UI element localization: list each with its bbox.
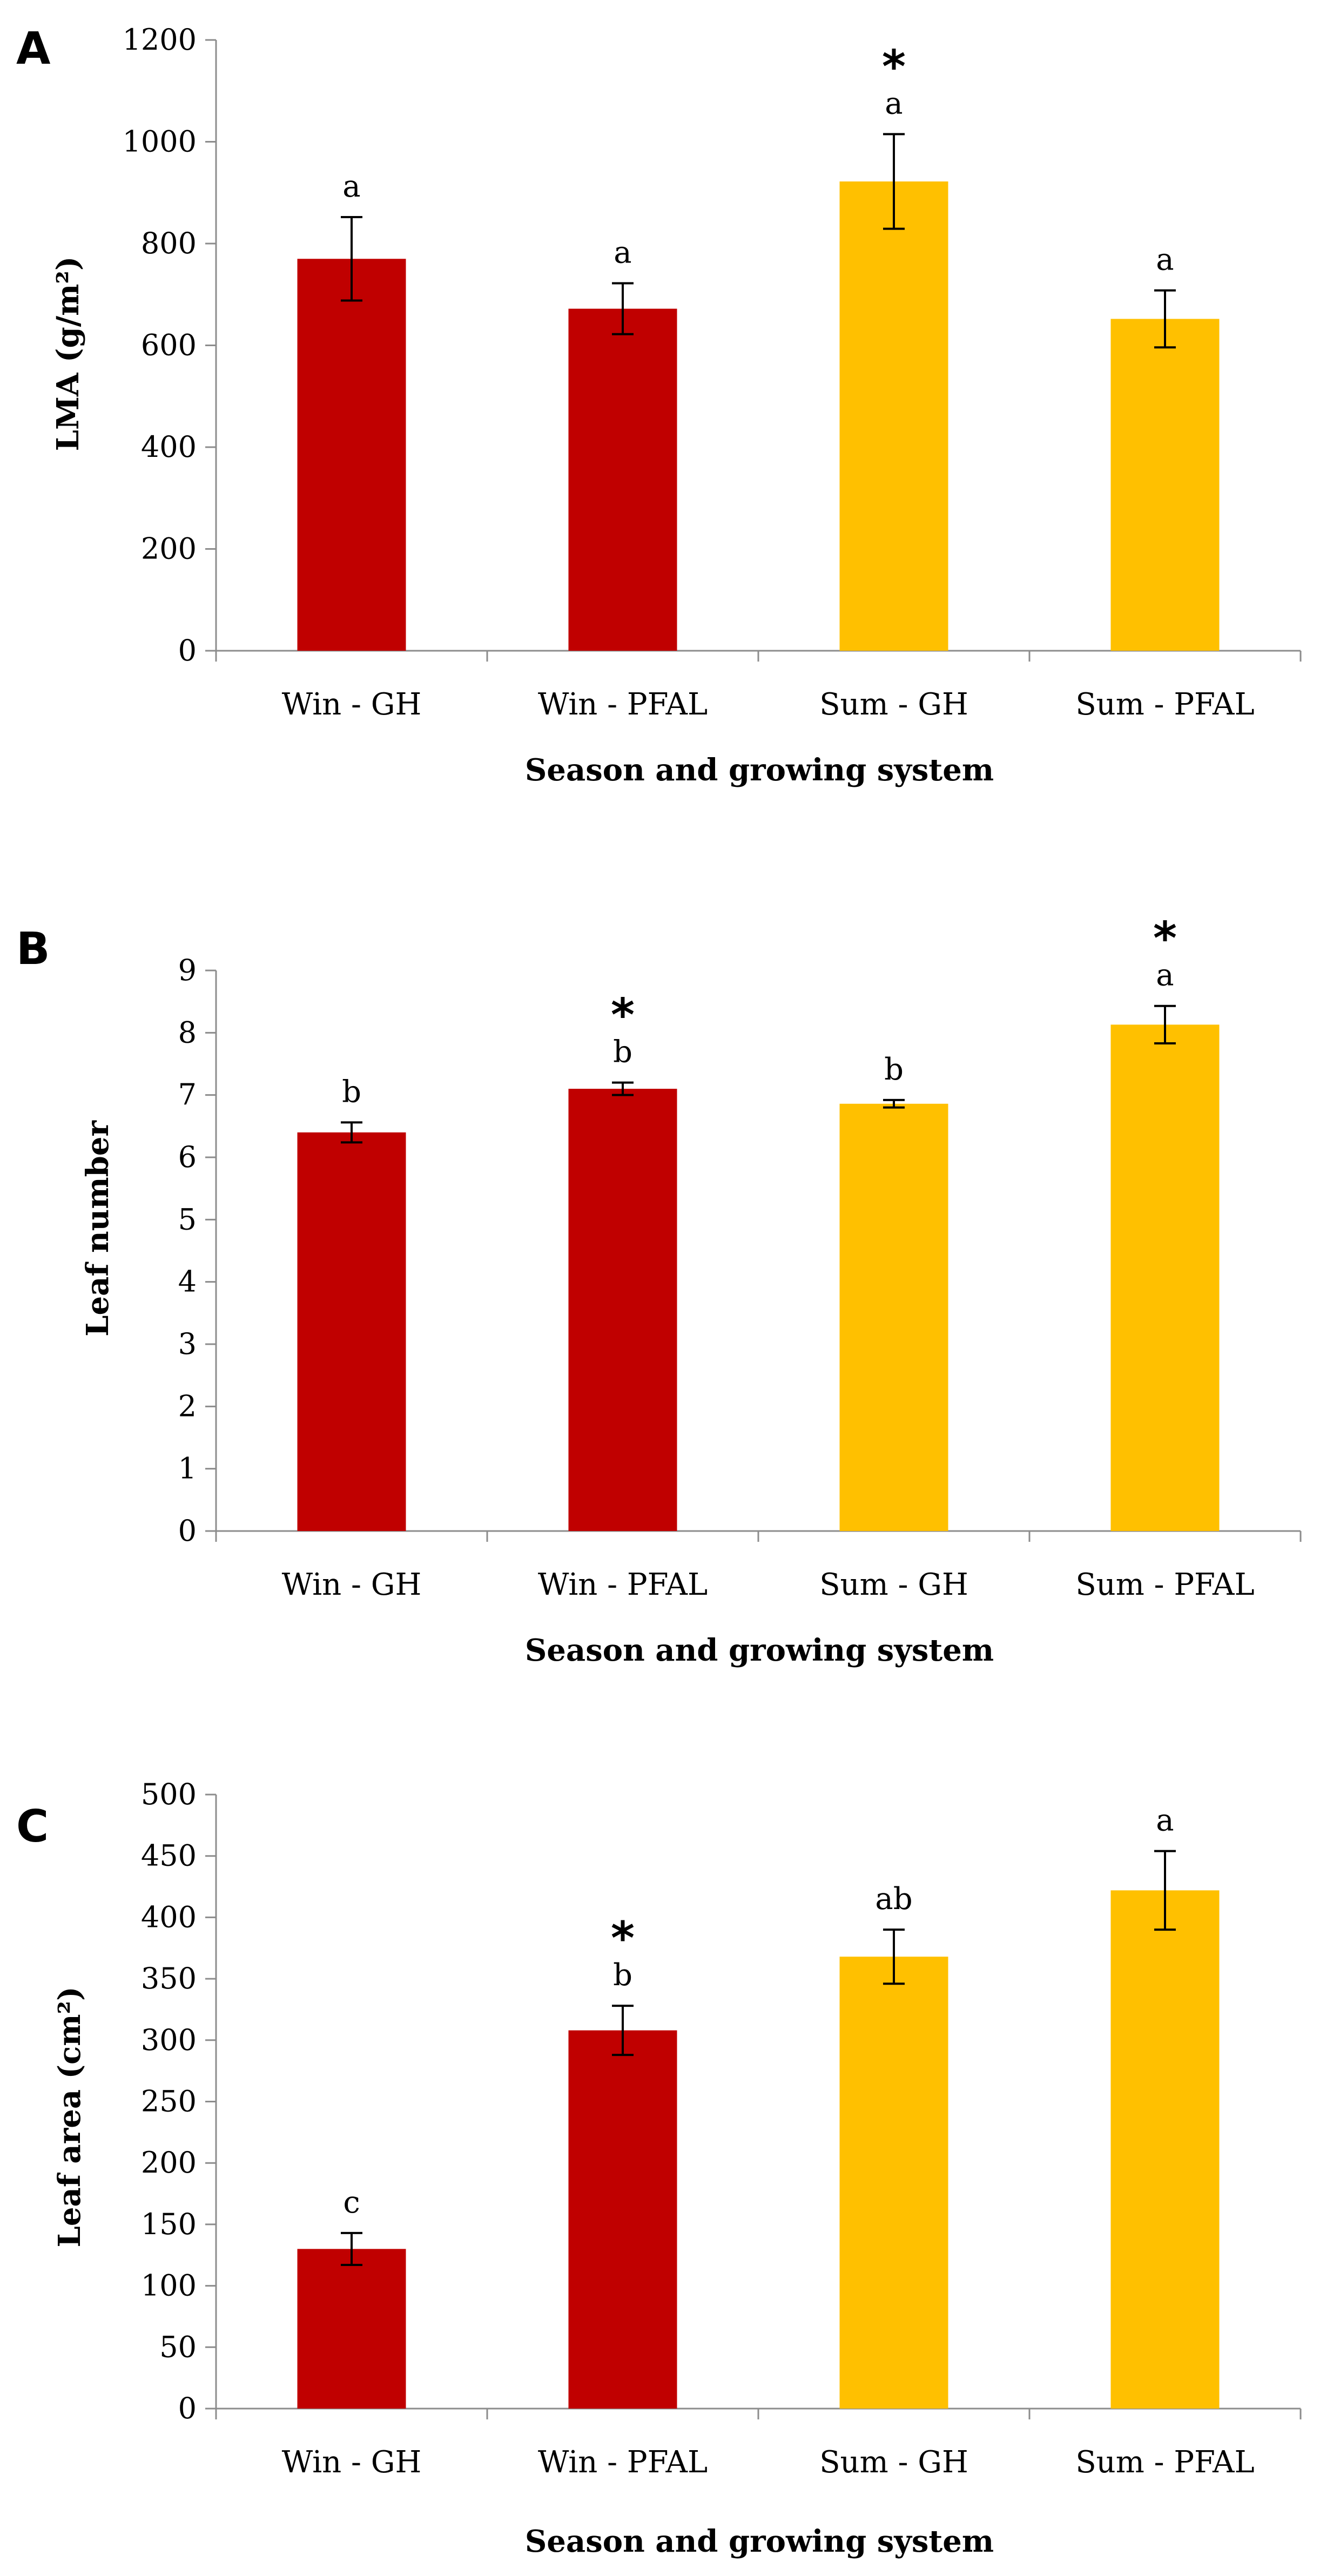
significance-star: *	[611, 989, 635, 1042]
x-tick-label: Win - GH	[282, 687, 422, 722]
significance-letter: a	[342, 169, 360, 204]
chart-panel-a: A LMA (g/m²) Season and growing system 0…	[16, 23, 1302, 788]
y-tick-label: 5	[178, 1202, 197, 1236]
y-tick-label: 200	[141, 532, 197, 566]
y-tick-label: 4	[178, 1265, 197, 1299]
panel-label: B	[16, 923, 50, 975]
bar-sum-pfal	[1110, 319, 1220, 651]
y-axis-label: Leaf number	[80, 1120, 116, 1337]
y-tick-label: 0	[178, 2391, 197, 2425]
x-tick-label: Win - PFAL	[538, 2445, 708, 2480]
bar-sum-gh	[839, 181, 948, 651]
x-tick-label: Win - PFAL	[538, 687, 708, 722]
y-tick-label: 350	[141, 1961, 197, 1995]
x-axis-label: Season and growing system	[525, 2524, 994, 2559]
y-axis-label: Leaf area (cm²)	[52, 1987, 87, 2248]
significance-letter: b	[342, 1074, 361, 1109]
significance-star: *	[882, 40, 906, 93]
significance-letter: a	[1156, 958, 1174, 993]
significance-letter: a	[885, 86, 903, 121]
y-tick-label: 1200	[123, 23, 197, 57]
y-tick-label: 9	[178, 953, 197, 987]
bar-win-gh	[297, 1132, 406, 1531]
x-tick-label: Sum - PFAL	[1075, 1567, 1254, 1602]
x-tick-label: Win - GH	[282, 1567, 422, 1602]
bar-win-gh	[297, 2249, 406, 2409]
y-tick-label: 150	[141, 2207, 197, 2241]
significance-letter: a	[614, 235, 631, 271]
significance-letter: b	[884, 1052, 904, 1087]
significance-letter: b	[613, 1958, 632, 1993]
y-tick-label: 1	[178, 1452, 197, 1486]
significance-letter: b	[613, 1035, 632, 1070]
y-tick-label: 600	[141, 328, 197, 362]
y-tick-label: 500	[141, 1777, 197, 1811]
y-axis-label: LMA (g/m²)	[50, 257, 86, 451]
significance-letter: a	[1156, 242, 1174, 278]
y-tick-label: 50	[159, 2330, 197, 2364]
x-axis-label: Season and growing system	[525, 752, 994, 788]
significance-star: *	[1153, 912, 1177, 965]
bar-win-pfal	[568, 2030, 677, 2409]
y-tick-label: 3	[178, 1327, 197, 1361]
significance-letter: ab	[875, 1882, 912, 1917]
bar-win-pfal	[568, 1089, 677, 1531]
bar-win-pfal	[568, 308, 677, 651]
panel-label: A	[16, 23, 51, 75]
x-tick-label: Win - GH	[282, 2445, 422, 2480]
bar-sum-gh	[839, 1103, 948, 1531]
y-tick-label: 7	[178, 1078, 197, 1112]
x-tick-label: Sum - GH	[819, 1567, 968, 1602]
y-tick-label: 800	[141, 226, 197, 260]
bar-sum-pfal	[1110, 1024, 1220, 1531]
bar-win-gh	[297, 259, 406, 651]
y-tick-label: 6	[178, 1140, 197, 1174]
significance-letter: a	[1156, 1803, 1174, 1838]
y-tick-label: 450	[141, 1839, 197, 1873]
y-tick-label: 400	[141, 1900, 197, 1934]
y-tick-label: 1000	[123, 125, 197, 159]
x-tick-label: Sum - GH	[819, 687, 968, 722]
x-axis-label: Season and growing system	[525, 1633, 994, 1668]
bar-sum-gh	[839, 1957, 948, 2409]
chart-panel-b: B Leaf number Season and growing system …	[16, 912, 1302, 1668]
y-tick-label: 300	[141, 2023, 197, 2057]
y-tick-label: 200	[141, 2146, 197, 2180]
y-tick-label: 400	[141, 430, 197, 464]
chart-panel-c: C Leaf area (cm²) Season and growing sys…	[16, 1777, 1302, 2559]
x-tick-label: Sum - PFAL	[1075, 687, 1254, 722]
x-tick-label: Win - PFAL	[538, 1567, 708, 1602]
x-tick-label: Sum - GH	[819, 2445, 968, 2480]
y-tick-label: 250	[141, 2085, 197, 2119]
x-tick-label: Sum - PFAL	[1075, 2445, 1254, 2480]
y-tick-label: 100	[141, 2269, 197, 2303]
bar-sum-pfal	[1110, 1890, 1220, 2409]
y-tick-label: 0	[178, 1514, 197, 1548]
significance-letter: c	[343, 2185, 360, 2220]
y-tick-label: 2	[178, 1389, 197, 1423]
y-tick-label: 8	[178, 1015, 197, 1049]
y-tick-label: 0	[178, 633, 197, 667]
panel-label: C	[16, 1801, 49, 1852]
significance-star: *	[611, 1912, 635, 1965]
